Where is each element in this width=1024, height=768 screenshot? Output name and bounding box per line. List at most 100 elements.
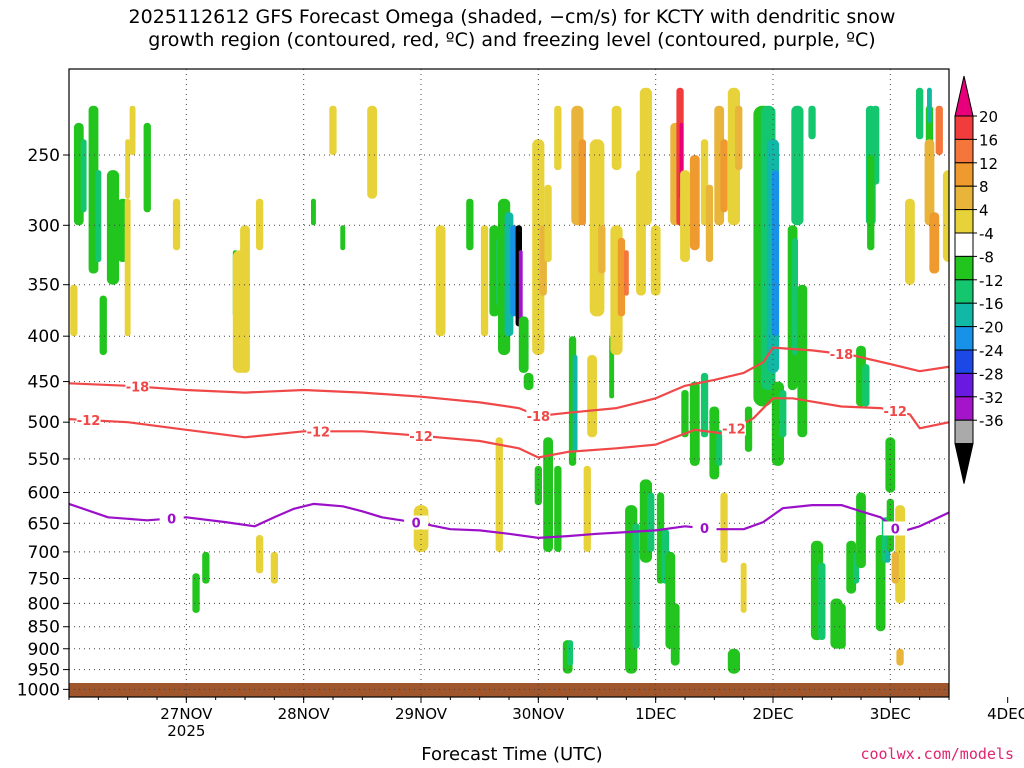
omega-cell	[808, 105, 816, 140]
colorbar-bin	[954, 232, 974, 257]
contour-label-bg	[526, 408, 551, 423]
omega-cell	[256, 535, 264, 574]
omega-cell	[129, 105, 136, 155]
omega-cell	[598, 225, 606, 274]
colorbar-top-arrow	[954, 75, 974, 117]
omega-cell	[70, 284, 78, 337]
colorbar-label: 8	[979, 178, 989, 196]
omega-cell	[771, 170, 780, 337]
omega-cell	[523, 372, 534, 390]
contour-label-bg	[883, 521, 908, 536]
colorbar-bin	[954, 279, 974, 304]
y-tick-label: 750	[28, 569, 60, 589]
colorbar-label: 12	[979, 155, 998, 173]
omega-cell	[744, 406, 753, 452]
colorbar-bin	[954, 138, 974, 164]
y-tick-label: 500	[28, 413, 60, 433]
omega-cell	[578, 139, 586, 226]
y-tick-label: 300	[28, 216, 60, 236]
omega-cell	[256, 198, 264, 251]
colorbar-label: -16	[979, 295, 1004, 313]
omega-cell	[106, 170, 120, 285]
y-tick-label: 800	[28, 594, 60, 614]
colorbar-label: 20	[979, 108, 998, 126]
omega-cell	[172, 198, 181, 251]
omega-cell	[554, 105, 562, 171]
contour-label: 0	[891, 522, 900, 537]
colorbar-bin	[954, 326, 974, 351]
omega-cell	[689, 381, 700, 466]
omega-cell	[572, 355, 578, 452]
colorbar-bin	[954, 209, 974, 234]
colorbar-bin	[954, 396, 974, 421]
contour-line	[69, 346, 949, 418]
omega-cell	[532, 139, 545, 355]
contour-line	[69, 502, 949, 539]
omega-cell	[905, 198, 915, 285]
title-line-2: growth region (contoured, red, ºC) and f…	[148, 29, 876, 51]
omega-cell	[611, 105, 622, 171]
contour-label-bg	[692, 521, 717, 536]
x-tick-label: 27NOV	[160, 705, 213, 723]
contour-label-bg	[404, 515, 429, 530]
omega-cell	[95, 170, 102, 262]
omega-cell	[716, 429, 723, 466]
omega-cell	[929, 212, 940, 274]
contour-label-bg	[829, 346, 854, 361]
colorbar-bin	[954, 115, 974, 140]
omega-cell	[435, 225, 446, 337]
omega-cell	[554, 465, 562, 552]
title-line-1: 2025112612 GFS Forecast Omega (shaded, −…	[128, 6, 896, 28]
omega-cell	[80, 139, 87, 213]
contour-label-bg	[306, 424, 331, 439]
contour-label-bg	[721, 421, 746, 436]
omega-cell	[735, 105, 743, 171]
omega-cell	[124, 198, 131, 337]
x-tick-label: 2DEC	[752, 705, 793, 723]
omega-cell	[639, 87, 652, 226]
colorbar-bin	[954, 302, 974, 328]
omega-cell	[311, 198, 316, 226]
colorbar-label: 4	[979, 202, 989, 220]
contour-label-bg	[125, 379, 150, 394]
omega-cell	[891, 551, 899, 584]
colorbar-bottom-arrow	[954, 443, 974, 484]
colorbar-bin	[954, 255, 974, 281]
credit-text: coolwx.com/models	[860, 745, 1014, 763]
omega-cell	[495, 437, 503, 552]
omega-cell	[543, 437, 553, 552]
x-tick-label: 29NOV	[395, 705, 448, 723]
omega-cell	[125, 139, 131, 199]
contour-label: -12	[883, 405, 907, 420]
y-tick-label: 900	[28, 640, 60, 660]
contour-label: -18	[830, 348, 854, 363]
omega-cell	[792, 237, 798, 355]
colorbar-label: 16	[979, 131, 998, 149]
contour-label: -18	[126, 381, 150, 396]
y-tick-label: 850	[28, 618, 60, 638]
contour-label: -12	[77, 414, 101, 429]
colorbar-label: -28	[979, 365, 1004, 383]
contour-label-bg	[883, 404, 908, 419]
omega-cell	[340, 225, 346, 251]
contour-label: 0	[412, 517, 421, 532]
omega-cell	[705, 184, 714, 262]
omega-cell	[927, 87, 932, 123]
y-tick-label: 250	[28, 146, 60, 166]
omega-cell	[202, 551, 210, 584]
contour-lines: -18 -18 -18 -12 -12 -12 -12 -12 0 0 0 0	[69, 346, 949, 539]
contour-label: 0	[167, 512, 176, 527]
colorbar-bin	[954, 185, 974, 211]
omega-cell	[680, 170, 690, 262]
y-tick-label: 350	[28, 276, 60, 296]
colorbar-label: -32	[979, 389, 1004, 407]
ground-surface	[69, 683, 949, 697]
omega-cell	[896, 648, 904, 666]
x-tick-label: 3DEC	[870, 705, 911, 723]
omega-cell	[99, 295, 107, 355]
colorbar-bin	[954, 162, 974, 187]
omega-cell	[650, 225, 661, 296]
omega-cell	[740, 562, 747, 613]
colorbar-label: -20	[979, 319, 1004, 337]
